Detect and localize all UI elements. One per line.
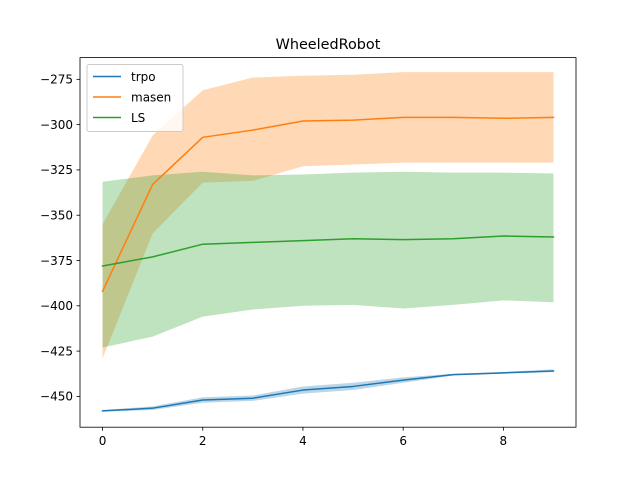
- x-tick-label: 8: [500, 434, 508, 448]
- band-masen: [102, 72, 554, 359]
- y-tick-label: −275: [40, 73, 73, 87]
- line-ls: [101, 235, 555, 267]
- line-trpo: [101, 370, 555, 412]
- confidence-bands: [102, 72, 554, 412]
- legend: trpo masen LS: [86, 64, 184, 132]
- series-lines: [101, 116, 555, 412]
- band-ls: [102, 171, 554, 348]
- x-axis: 0 2 4 6 8: [99, 427, 507, 448]
- y-tick-label: −400: [40, 299, 73, 313]
- y-tick-label: −450: [40, 390, 73, 404]
- y-tick-label: −325: [40, 163, 73, 177]
- band-trpo: [102, 369, 554, 412]
- legend-label-masen: masen: [131, 90, 171, 104]
- plot-frame: [79, 57, 577, 428]
- chart-title: WheeledRobot: [276, 37, 381, 53]
- legend-label-trpo: trpo: [131, 70, 156, 84]
- line-masen: [101, 116, 555, 293]
- y-tick-label: −375: [40, 254, 73, 268]
- x-tick-label: 2: [199, 434, 207, 448]
- y-tick-label: −300: [40, 118, 73, 132]
- legend-box: [86, 64, 184, 132]
- y-tick-label: −350: [40, 209, 73, 223]
- x-tick-label: 0: [99, 434, 107, 448]
- y-axis: −450 −425 −400 −375 −350 −325 −300 −275: [40, 73, 80, 404]
- x-tick-label: 4: [299, 434, 307, 448]
- x-tick-label: 6: [399, 434, 407, 448]
- y-tick-label: −425: [40, 344, 73, 358]
- legend-label-ls: LS: [131, 111, 145, 125]
